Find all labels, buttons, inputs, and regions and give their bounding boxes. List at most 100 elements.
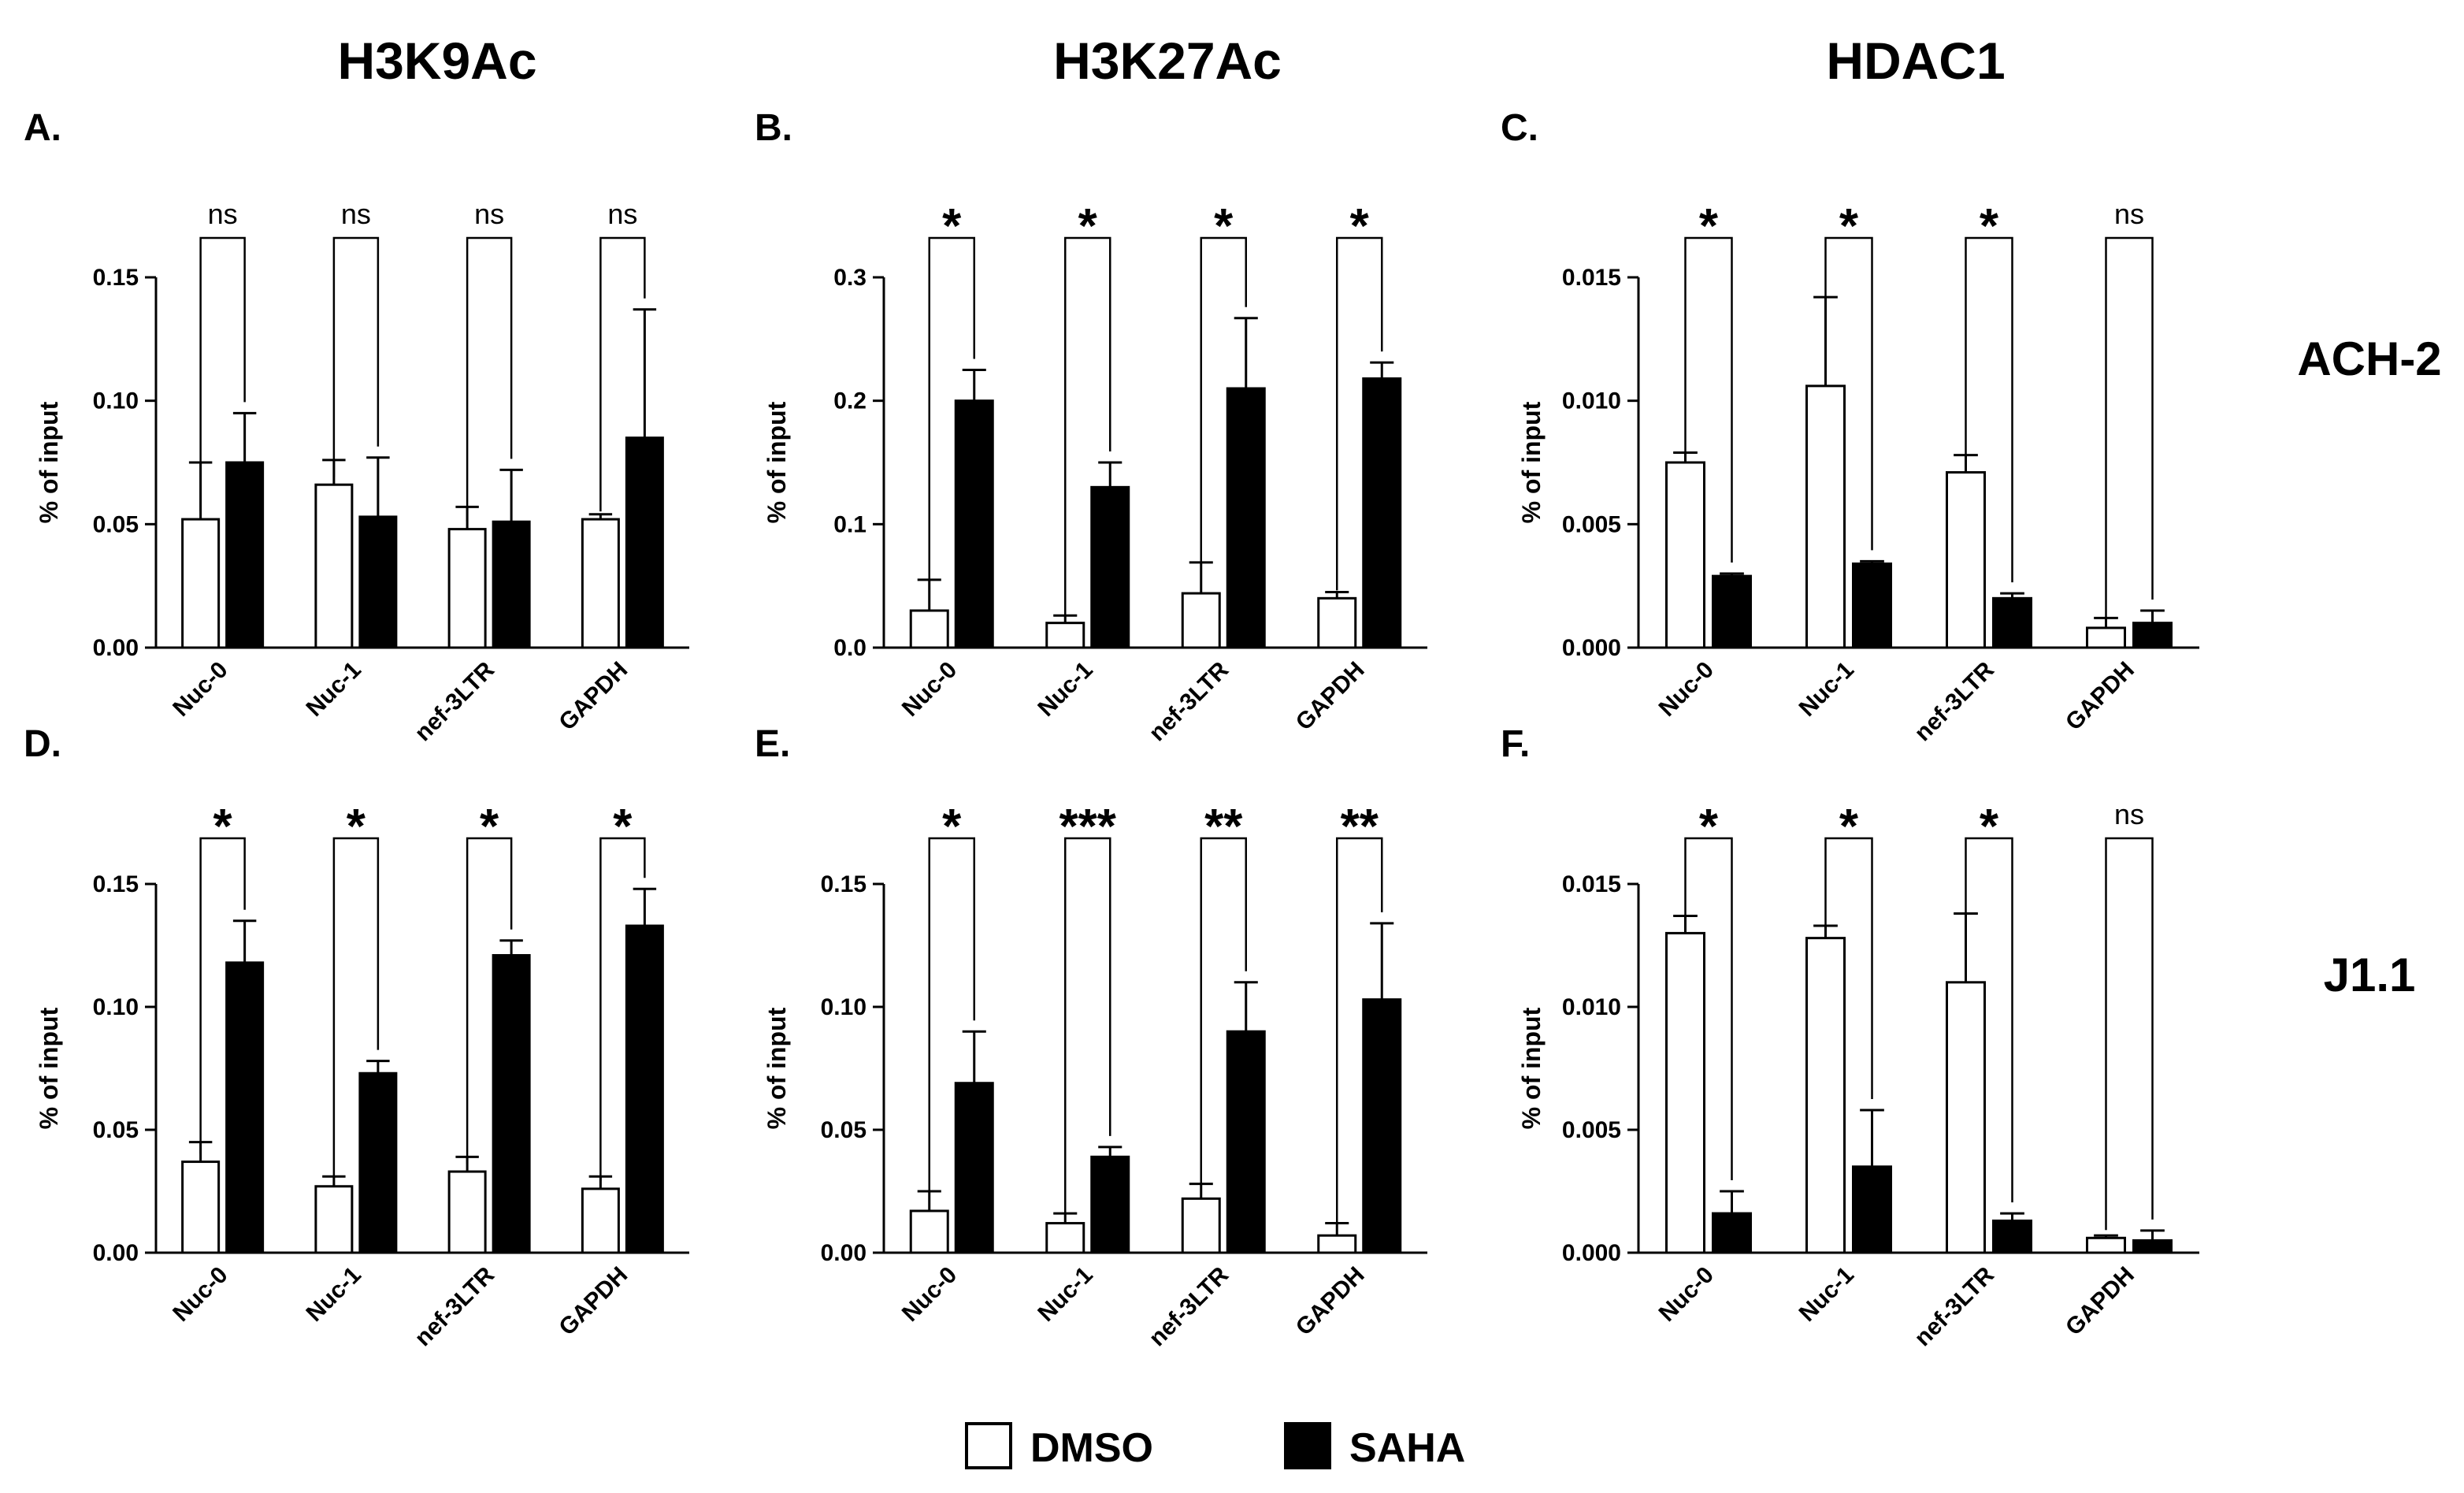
legend-swatch-saha: [1284, 1422, 1331, 1469]
y-tick-label: 0.05: [821, 1117, 866, 1143]
y-tick-label: 0.15: [93, 265, 139, 291]
bar-saha-nuc-1: [358, 515, 398, 649]
x-tick-label-gapdh: GAPDH: [554, 657, 633, 736]
bar-dmso-nef-3ltr: [447, 528, 487, 649]
bar-saha-nef-3ltr: [492, 953, 531, 1254]
bar-saha-nef-3ltr: [1992, 596, 2032, 649]
legend: DMSO SAHA: [965, 1422, 1465, 1471]
significance-bracket: [332, 837, 380, 1179]
bar-dmso-nuc-0: [181, 1161, 221, 1254]
significance-label: ns: [474, 198, 504, 230]
significance-label: **: [1204, 800, 1243, 854]
y-axis-label: % of input: [763, 401, 791, 523]
y-tick-label: 0.015: [1562, 265, 1621, 291]
y-tick-label: 0.000: [1562, 1240, 1621, 1266]
bar-dmso-nuc-1: [314, 483, 354, 649]
y-tick-label: 0.05: [93, 1117, 139, 1143]
legend-label-saha: SAHA: [1349, 1425, 1465, 1471]
y-tick-label: 0.005: [1562, 511, 1621, 537]
panel-letter: E.: [755, 723, 790, 765]
significance-bracket: [1684, 236, 1733, 563]
y-tick-label: 0.15: [821, 871, 866, 897]
y-axis-label: % of input: [1517, 1007, 1546, 1129]
significance-label: **: [1341, 800, 1379, 854]
bar-dmso-nuc-1: [1805, 937, 1846, 1254]
bar-dmso-nef-3ltr: [1181, 1197, 1221, 1254]
significance-bracket: [928, 837, 975, 1203]
significance-bracket: [599, 236, 646, 512]
column-title-hdac1: HDAC1: [1826, 32, 2005, 90]
column-title-h3k27ac: H3K27Ac: [1053, 32, 1282, 90]
significance-bracket: [1064, 236, 1111, 615]
bar-saha-nuc-0: [1712, 1212, 1752, 1254]
y-tick-label: 0.0: [833, 635, 866, 661]
significance-bracket: [1824, 236, 1873, 551]
y-tick-label: 0.005: [1562, 1117, 1621, 1143]
x-tick-label-nuc-0: Nuc-0: [1654, 657, 1719, 722]
bar-saha-gapdh: [625, 924, 664, 1254]
significance-bracket: [928, 236, 975, 603]
significance-label: *: [480, 800, 499, 854]
bar-saha-nuc-1: [1852, 1165, 1892, 1254]
bar-dmso-nuc-1: [314, 1185, 354, 1254]
x-tick-label-nef-3ltr: nef-3LTR: [410, 1261, 499, 1351]
significance-bracket: [2105, 236, 2154, 620]
significance-bracket: [1336, 236, 1383, 591]
panel-f: F. 0.000 0.005 0.010 0.015 % of input * Nuc-0 * N…: [1501, 723, 2199, 1351]
x-tick-label-nef-3ltr: nef-3LTR: [1145, 656, 1234, 746]
panel-letter: A.: [24, 107, 61, 149]
row-label-ach2: ACH-2: [2297, 332, 2441, 385]
significance-bracket: [1064, 837, 1111, 1216]
panel-letter: F.: [1501, 723, 1530, 765]
y-tick-label: 0.10: [93, 388, 139, 414]
bar-saha-nuc-0: [954, 1082, 994, 1254]
x-tick-label-nuc-1: Nuc-1: [1033, 657, 1097, 722]
x-tick-label-gapdh: GAPDH: [2061, 657, 2139, 736]
panel-letter: B.: [755, 107, 792, 149]
bar-dmso-nuc-1: [1045, 1222, 1085, 1254]
y-tick-label: 0.10: [821, 994, 866, 1020]
bar-dmso-nuc-1: [1805, 384, 1846, 649]
bar-saha-nuc-0: [954, 399, 994, 649]
significance-label: ***: [1059, 800, 1117, 854]
panel-d: D. 0.00 0.05 0.10 0.15 % of input * Nuc-0 * Nuc-1…: [24, 723, 689, 1351]
x-tick-label-nuc-1: Nuc-1: [1794, 1262, 1859, 1327]
bar-dmso-gapdh: [2086, 626, 2126, 649]
legend-swatch-dmso: [965, 1422, 1012, 1469]
significance-bracket: [199, 837, 246, 1154]
bar-saha-nuc-1: [1852, 562, 1892, 649]
significance-bracket: [2105, 837, 2154, 1231]
bar-dmso-nuc-0: [1665, 931, 1705, 1254]
bar-saha-nef-3ltr: [492, 520, 531, 649]
bar-dmso-gapdh: [1317, 596, 1357, 649]
bar-saha-nuc-0: [1712, 574, 1752, 649]
y-tick-label: 0.3: [833, 265, 866, 291]
significance-label: ns: [208, 198, 238, 230]
y-tick-label: 0.2: [833, 388, 866, 414]
y-tick-label: 0.05: [93, 511, 139, 537]
significance-bracket: [599, 837, 646, 1181]
y-tick-label: 0.10: [93, 994, 139, 1020]
x-tick-label-gapdh: GAPDH: [554, 1262, 633, 1341]
significance-bracket: [332, 236, 380, 477]
panel-e: E. 0.00 0.05 0.10 0.15 % of input * Nuc-0 *** Nuc…: [755, 723, 1427, 1351]
bar-saha-gapdh: [2132, 1239, 2173, 1254]
y-tick-label: 0.010: [1562, 994, 1621, 1020]
significance-label: *: [1980, 199, 1999, 254]
bar-saha-nuc-0: [225, 461, 265, 649]
x-tick-label-nef-3ltr: nef-3LTR: [1145, 1261, 1234, 1351]
y-tick-label: 0.010: [1562, 388, 1621, 414]
bar-dmso-nuc-1: [1045, 622, 1085, 649]
significance-label: *: [1839, 800, 1859, 854]
y-axis-label: % of input: [35, 1007, 63, 1129]
significance-label: *: [1214, 199, 1234, 254]
significance-label: *: [213, 800, 233, 854]
x-tick-label-nuc-1: Nuc-1: [302, 1262, 366, 1327]
y-tick-label: 0.00: [93, 635, 139, 661]
y-axis-label: % of input: [35, 401, 63, 523]
x-tick-label-nuc-0: Nuc-0: [897, 657, 962, 722]
bar-saha-gapdh: [1362, 377, 1402, 649]
significance-bracket: [1684, 837, 1733, 1180]
x-tick-label-gapdh: GAPDH: [2061, 1262, 2139, 1341]
